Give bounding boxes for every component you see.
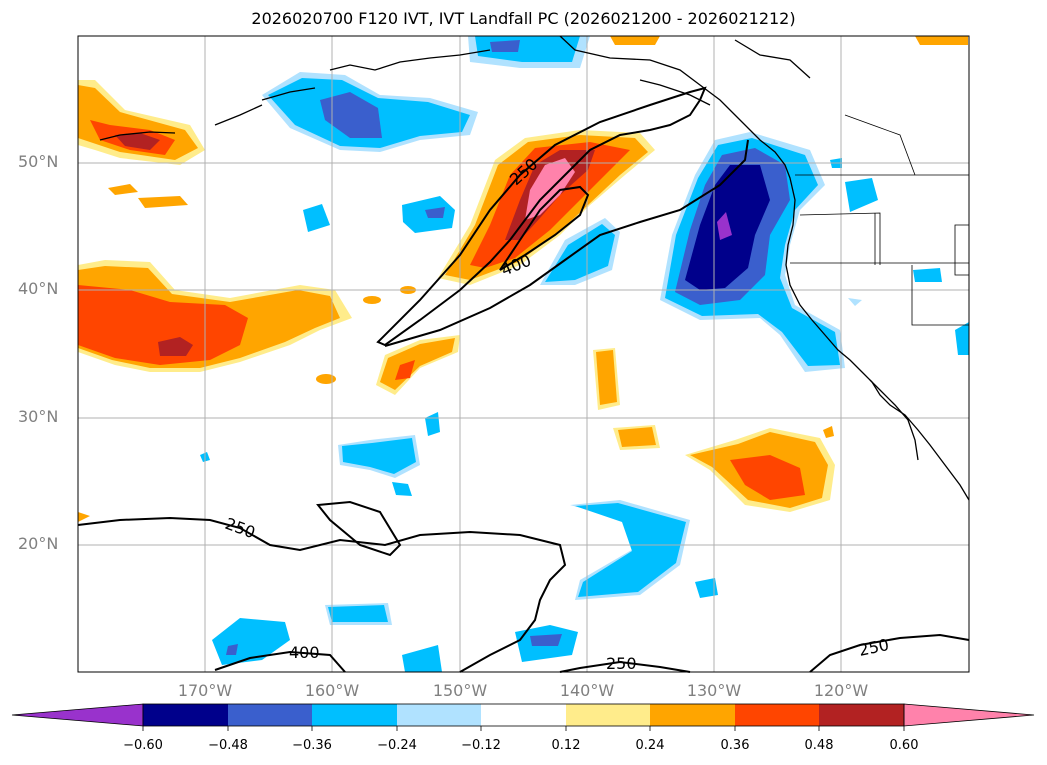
shade-west-darkred [158, 337, 193, 356]
neg-top-blue [490, 40, 520, 52]
colorbar-seg-2 [228, 704, 312, 726]
shade-tiny-3 [316, 374, 336, 384]
colorbar-arrow-left [11, 703, 144, 727]
neg-small-2b [425, 207, 445, 218]
neg-small-3 [845, 178, 878, 212]
neg-mid-cyan [545, 224, 615, 282]
ivt-contours [77, 86, 970, 673]
lon-label-120w: 120°W [813, 681, 869, 700]
colorbar-arrow-right [903, 703, 1035, 727]
shade-edge-left [78, 512, 90, 522]
colorbar-label-6: 0.12 [551, 738, 581, 753]
shade-mid-red [395, 360, 415, 380]
colorbar-label-7: 0.24 [635, 738, 665, 753]
neg-nw-blue [320, 92, 382, 138]
neg-s3 [392, 482, 412, 496]
colorbar [11, 703, 1035, 731]
neg-s4-cyan [575, 503, 686, 597]
lon-label-130w: 130°W [686, 681, 742, 700]
contour-250-se [809, 633, 970, 673]
colorbar-label-3: −0.36 [292, 738, 332, 753]
shade-tiny-1 [363, 296, 381, 304]
neg-small-5 [955, 322, 969, 355]
neg-small-4 [913, 268, 942, 282]
shade-small-2 [138, 196, 188, 208]
gridlines [78, 36, 969, 672]
contour-label-4: 400 [289, 643, 320, 662]
colorbar-seg-4 [397, 704, 481, 726]
colorbar-seg-8 [735, 704, 819, 726]
colorbar-seg-3 [312, 704, 397, 726]
map-frame [77, 35, 970, 673]
neg-s8 [402, 645, 442, 672]
lon-label-160w: 160°W [304, 681, 360, 700]
neg-ne-purple [717, 212, 732, 240]
contour-250-lower [384, 139, 749, 347]
colorbar-label-1: −0.60 [123, 738, 163, 753]
lon-label-140w: 140°W [559, 681, 615, 700]
shade-edge-right [823, 426, 834, 438]
colorbar-seg-1 [143, 704, 228, 726]
shade-small-1 [108, 184, 138, 195]
contour-400 [499, 185, 590, 271]
neg-s6-cyan [328, 605, 388, 622]
lon-label-170w: 170°W [177, 681, 233, 700]
shade-nw-darkred [115, 133, 160, 150]
contour-250-sw [77, 516, 567, 673]
colorbar-label-5: −0.12 [461, 738, 501, 753]
lat-label-50n: 50°N [18, 152, 59, 171]
colorbar-outline [142, 703, 905, 727]
negative-anomaly-shading [200, 36, 969, 672]
contour-400-south [214, 650, 346, 673]
colorbar-label-4: −0.24 [377, 738, 417, 753]
lat-label-30n: 30°N [18, 407, 59, 426]
neg-s1-cyan [342, 438, 416, 474]
contour-250-south [559, 660, 691, 673]
lon-label-150w: 150°W [432, 681, 488, 700]
colorbar-seg-7 [650, 704, 735, 726]
contour-label-5: 250 [606, 654, 637, 673]
lat-label-40n: 40°N [18, 279, 59, 298]
neg-s7b [226, 644, 238, 655]
colorbar-label-8: 0.36 [720, 738, 750, 753]
contour-250-north [376, 86, 707, 347]
colorbar-seg-9 [819, 704, 904, 726]
map-title: 2026020700 F120 IVT, IVT Landfall PC (20… [251, 9, 796, 28]
shade-small-3b [618, 427, 656, 447]
colorbar-seg-6 [566, 704, 650, 726]
neg-small-1 [303, 204, 330, 232]
shade-se-red [730, 455, 805, 500]
neg-small-6 [848, 298, 862, 306]
contour-250-island [316, 500, 402, 557]
colorbar-label-2: −0.48 [208, 738, 248, 753]
state-borders [790, 114, 970, 326]
colorbar-seg-5 [481, 704, 566, 726]
neg-s9b [530, 634, 562, 646]
shade-top-orange [610, 36, 660, 45]
shade-vert-orange [596, 350, 617, 405]
lat-label-20n: 20°N [18, 534, 59, 553]
colorbar-label-9: 0.48 [804, 738, 834, 753]
neg-s5 [695, 578, 718, 598]
shade-top-right [915, 36, 968, 45]
colorbar-label-10: 0.60 [889, 738, 919, 753]
